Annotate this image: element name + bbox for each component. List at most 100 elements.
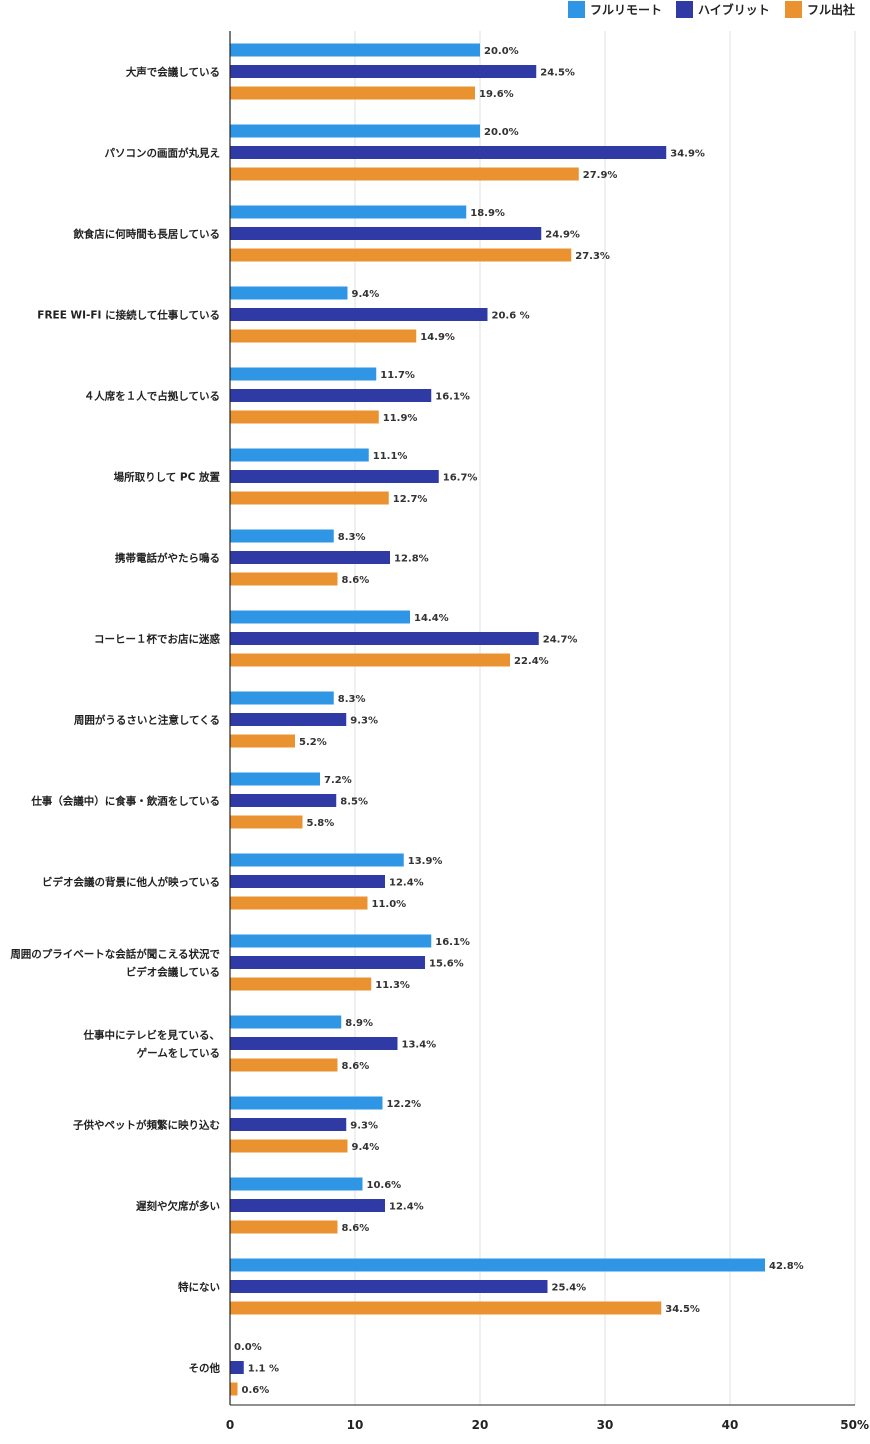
bar xyxy=(230,470,439,483)
bar xyxy=(230,853,404,867)
data-label: 16.7% xyxy=(443,473,478,484)
data-label: 9.3% xyxy=(350,716,378,727)
data-label: 8.6% xyxy=(342,1061,370,1072)
bar xyxy=(230,1177,363,1191)
bar xyxy=(230,1361,244,1374)
bar xyxy=(230,1118,347,1131)
data-label: 25.4% xyxy=(552,1283,587,1294)
bar xyxy=(230,1220,338,1234)
bar xyxy=(230,1058,338,1072)
x-tick-label: 10 xyxy=(347,1418,364,1432)
data-label: 24.9% xyxy=(545,230,580,241)
category-label: 周囲のプライベートな会話が聞こえる状況で xyxy=(10,948,220,961)
category-label: 遅刻や欠席が多い xyxy=(136,1200,220,1213)
data-label: 0.0% xyxy=(234,1342,262,1353)
category-label: ゲームをしている xyxy=(137,1047,220,1060)
category-label: 仕事（会議中）に食事・飲酒をしている xyxy=(30,795,220,808)
data-label: 27.9% xyxy=(583,170,618,181)
category-label: 場所取りして PC 放置 xyxy=(114,471,221,484)
data-label: 34.9% xyxy=(670,149,705,160)
category-label: コーヒー１杯でお店に迷惑 xyxy=(94,633,220,646)
bar xyxy=(230,86,475,100)
bar xyxy=(230,167,579,181)
bar xyxy=(230,1301,662,1315)
data-label: 10.6% xyxy=(367,1180,402,1191)
data-label: 19.6% xyxy=(479,89,514,100)
data-label: 24.5% xyxy=(540,68,575,79)
bar xyxy=(230,551,390,564)
bar xyxy=(230,691,334,705)
bar xyxy=(230,772,320,786)
data-label: 15.6% xyxy=(429,959,464,970)
bar xyxy=(230,65,537,78)
category-label: 周囲がうるさいと注意してくる xyxy=(74,714,220,727)
x-tick-label: 30 xyxy=(597,1418,614,1432)
bar xyxy=(230,227,542,240)
data-label: 20.6 % xyxy=(492,311,530,322)
data-label: 8.3% xyxy=(338,532,366,543)
bar xyxy=(230,875,385,888)
category-label: 大声で会議している xyxy=(126,66,220,79)
data-label: 12.4% xyxy=(389,878,424,889)
bar xyxy=(230,794,337,807)
data-label: 16.1% xyxy=(435,937,470,948)
bar xyxy=(230,653,510,667)
category-label: ４人席を１人で占拠している xyxy=(84,390,220,403)
category-label: ビデオ会議の背景に他人が映っている xyxy=(42,876,220,889)
bar xyxy=(230,1382,238,1396)
bar xyxy=(230,1139,348,1153)
bar xyxy=(230,389,432,402)
data-label: 16.1% xyxy=(435,392,470,403)
bar xyxy=(230,491,389,505)
bar xyxy=(230,1015,342,1029)
data-label: 8.6% xyxy=(342,1223,370,1234)
data-label: 8.9% xyxy=(345,1018,373,1029)
category-label: 仕事中にテレビを見ている、 xyxy=(83,1029,221,1042)
bar xyxy=(230,1280,548,1293)
data-label: 12.7% xyxy=(393,494,428,505)
bar xyxy=(230,934,432,948)
category-label: その他 xyxy=(189,1362,221,1375)
bar xyxy=(230,248,572,262)
data-label: 9.4% xyxy=(352,289,380,300)
data-label: 13.9% xyxy=(408,856,443,867)
legend-label: ハイブリット xyxy=(698,2,770,17)
bar xyxy=(230,896,368,910)
bar xyxy=(230,146,667,159)
data-label: 27.3% xyxy=(575,251,610,262)
category-label: FREE WI-FI に接続して仕事している xyxy=(37,309,220,322)
data-label: 11.3% xyxy=(375,980,410,991)
category-label: 携帯電話がやたら鳴る xyxy=(115,552,220,565)
bar xyxy=(230,632,539,645)
data-label: 11.0% xyxy=(372,899,407,910)
data-label: 34.5% xyxy=(665,1304,700,1315)
data-label: 22.4% xyxy=(514,656,549,667)
data-label: 42.8% xyxy=(769,1261,804,1272)
bar xyxy=(230,205,467,219)
x-tick-label: 0 xyxy=(226,1418,234,1432)
bar xyxy=(230,1096,383,1110)
data-label: 13.4% xyxy=(402,1040,437,1051)
legend: フルリモート ハイブリット フル出社 xyxy=(568,1,855,18)
data-label: 11.7% xyxy=(380,370,415,381)
category-label: パソコンの画面が丸見え xyxy=(105,147,221,160)
legend-label: フル出社 xyxy=(807,2,855,17)
bar xyxy=(230,815,303,829)
category-label: 特にない xyxy=(178,1281,220,1294)
bar xyxy=(230,956,425,969)
bar xyxy=(230,529,334,543)
data-label: 12.4% xyxy=(389,1202,424,1213)
bar xyxy=(230,448,369,462)
data-label: 18.9% xyxy=(470,208,505,219)
bar xyxy=(230,410,379,424)
data-label: 8.3% xyxy=(338,694,366,705)
bar xyxy=(230,43,480,57)
data-label: 5.8% xyxy=(307,818,335,829)
x-tick-label: 50% xyxy=(840,1418,869,1432)
legend-label: フルリモート xyxy=(590,3,662,17)
data-label: 7.2% xyxy=(324,775,352,786)
data-label: 8.6% xyxy=(342,575,370,586)
data-label: 9.4% xyxy=(352,1142,380,1153)
